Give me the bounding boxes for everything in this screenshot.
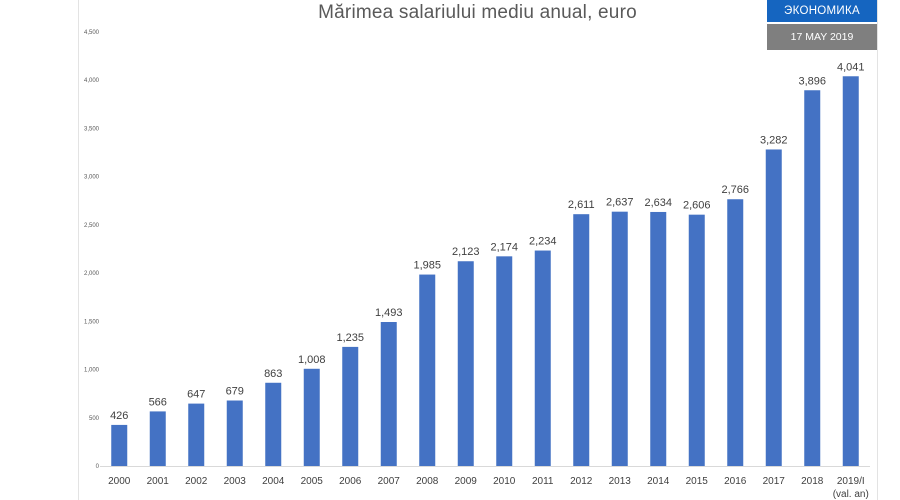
y-tick-label: 3,000 xyxy=(84,175,100,181)
y-tick-label: 2,500 xyxy=(84,223,100,229)
data-label: 566 xyxy=(149,396,167,408)
bar xyxy=(149,411,166,466)
x-tick-label: 2015 xyxy=(686,476,709,487)
x-tick-label: 2012 xyxy=(570,476,593,487)
y-tick-label: 1,500 xyxy=(84,319,100,325)
x-tick-label: 2016 xyxy=(724,476,747,487)
x-tick-label: 2009 xyxy=(455,476,478,487)
bar xyxy=(727,199,744,466)
chart-title: Mărimea salariului mediu anual, euro xyxy=(318,2,637,23)
bar xyxy=(842,76,859,466)
y-tick-label: 4,000 xyxy=(84,78,100,84)
bar xyxy=(457,261,474,466)
bar xyxy=(303,368,320,466)
bar xyxy=(804,90,821,466)
data-label: 2,634 xyxy=(644,197,672,209)
x-tick-label: 2010 xyxy=(493,476,516,487)
x-tick-label: 2007 xyxy=(378,476,401,487)
left-border-line xyxy=(78,0,79,500)
data-label: 1,493 xyxy=(375,307,403,319)
publish-date: 17 MAY 2019 xyxy=(767,24,877,50)
section-badge[interactable]: ЭКОНОМИКА 17 MAY 2019 xyxy=(767,0,877,50)
bar xyxy=(534,250,551,466)
y-tick-label: 2,000 xyxy=(84,271,100,277)
data-label: 3,896 xyxy=(798,75,826,87)
data-label: 647 xyxy=(187,389,205,401)
bar xyxy=(496,256,513,466)
bar xyxy=(765,149,782,466)
x-tick-label: 2013 xyxy=(609,476,632,487)
data-label: 3,282 xyxy=(760,134,788,146)
bar xyxy=(342,346,359,466)
right-border-line xyxy=(877,0,878,500)
bar xyxy=(226,400,243,466)
data-label: 863 xyxy=(264,368,282,380)
x-tick-label: 2002 xyxy=(185,476,208,487)
section-label[interactable]: ЭКОНОМИКА xyxy=(767,0,877,22)
data-label: 1,008 xyxy=(298,354,326,366)
x-tick-label: 2011 xyxy=(532,476,554,487)
x-tick-label: 2017 xyxy=(763,476,786,487)
data-label: 2,606 xyxy=(683,200,711,212)
y-tick-label: 0 xyxy=(96,464,100,470)
x-tick-label: 2014 xyxy=(647,476,670,487)
bar xyxy=(380,322,397,466)
x-tick-label: 2005 xyxy=(301,476,324,487)
bar xyxy=(111,424,128,466)
bar xyxy=(188,403,205,466)
y-tick-label: 1,000 xyxy=(84,368,100,374)
data-label: 1,235 xyxy=(336,332,364,344)
data-label: 4,041 xyxy=(837,61,865,73)
y-tick-label: 3,500 xyxy=(84,126,100,132)
bar xyxy=(688,214,705,466)
x-tick-label: 2018 xyxy=(801,476,824,487)
data-label: 2,766 xyxy=(721,184,749,196)
x-tick-label: 2008 xyxy=(416,476,439,487)
x-tick-sublabel: (val. an) xyxy=(833,489,869,500)
data-label: 679 xyxy=(226,386,244,398)
bar xyxy=(265,382,282,466)
bar xyxy=(650,211,667,466)
data-label: 426 xyxy=(110,410,128,422)
data-label: 2,611 xyxy=(568,199,595,211)
data-label: 2,174 xyxy=(490,241,518,253)
data-label: 2,123 xyxy=(452,246,480,258)
x-tick-label: 2003 xyxy=(224,476,247,487)
x-tick-label: 2001 xyxy=(147,476,170,487)
y-tick-label: 4,500 xyxy=(84,30,100,36)
y-tick-label: 500 xyxy=(89,416,100,422)
x-tick-label: 2006 xyxy=(339,476,362,487)
bar xyxy=(419,274,436,466)
x-tick-label: 2000 xyxy=(108,476,131,487)
bar xyxy=(573,214,590,466)
x-tick-label: 2019/I xyxy=(837,476,865,487)
data-label: 1,985 xyxy=(413,260,441,272)
data-label: 2,637 xyxy=(606,197,634,209)
bar xyxy=(611,211,628,466)
data-label: 2,234 xyxy=(529,236,557,248)
x-tick-label: 2004 xyxy=(262,476,285,487)
